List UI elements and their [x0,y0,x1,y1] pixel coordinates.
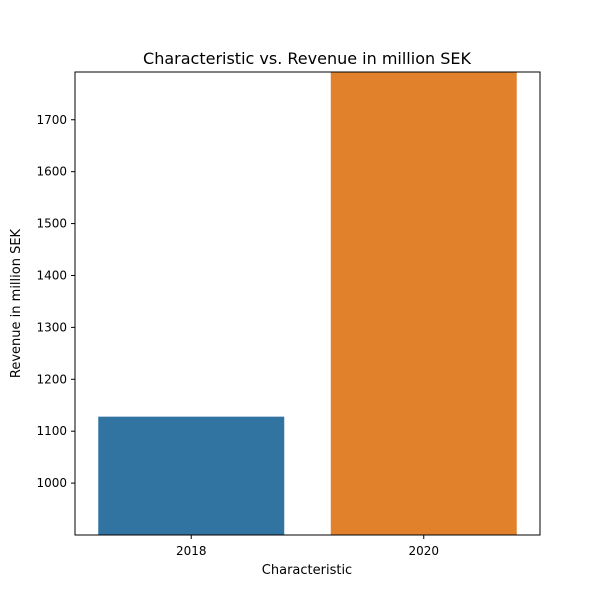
x-tick-label: 2020 [408,544,439,558]
x-axis: 2018 2020 [176,535,439,558]
y-tick-label: 1500 [36,217,67,231]
y-axis: 1000 1100 1200 1300 1400 1500 1600 1700 [36,113,75,490]
x-tick-label: 2018 [176,544,207,558]
y-tick-label: 1700 [36,113,67,127]
y-tick-label: 1000 [36,476,67,490]
y-tick-label: 1600 [36,165,67,179]
y-tick-label: 1100 [36,424,67,438]
y-tick-label: 1400 [36,268,67,282]
bar-2020 [330,72,517,535]
x-axis-label: Characteristic [262,563,352,578]
bars-group [98,72,517,535]
chart-title: Characteristic vs. Revenue in million SE… [143,49,471,68]
y-tick-label: 1200 [36,372,67,386]
bar-2018 [98,416,285,535]
y-tick-label: 1300 [36,320,67,334]
plot-frame [74,71,541,536]
y-axis-label: Revenue in million SEK [9,228,24,378]
